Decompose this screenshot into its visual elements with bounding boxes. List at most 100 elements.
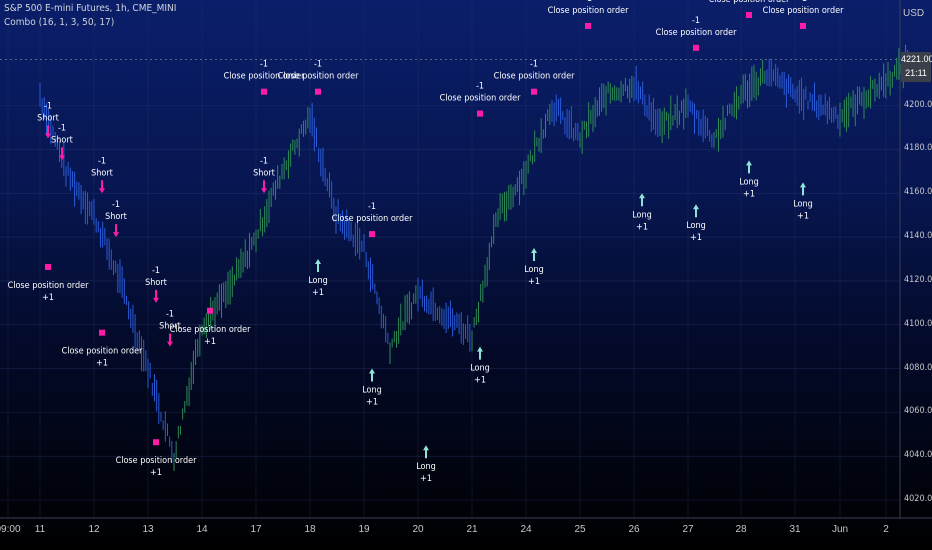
trade-marker-long[interactable]: Long +1 (793, 182, 813, 221)
trade-marker-long[interactable]: Long +1 (524, 248, 544, 287)
long-qty: +1 (528, 277, 540, 287)
trade-marker-long[interactable]: Long +1 (308, 259, 328, 298)
short-qty: -1 (166, 310, 174, 320)
chart-legend: S&P 500 E-mini Futures, 1h, CME_MINI Com… (4, 2, 176, 30)
long-label: Long (308, 276, 328, 286)
time-tick-label: 17 (250, 524, 262, 535)
last-price-value: 4221.00 (901, 53, 932, 64)
time-tick-label: 13 (142, 524, 154, 535)
short-qty: -1 (112, 200, 120, 210)
long-label: Long (470, 364, 490, 374)
close-qty: -1 (314, 60, 322, 70)
short-qty: -1 (260, 156, 268, 166)
price-bars (39, 44, 911, 471)
long-arrow-icon (693, 204, 699, 218)
trade-marker-close[interactable]: Close position order +1 (8, 263, 90, 303)
close-marker-icon (531, 88, 537, 95)
trade-marker-short[interactable]: -1 Short (105, 200, 127, 238)
trade-marker-close[interactable]: -1 Close position order (224, 60, 306, 95)
long-qty: +1 (474, 376, 486, 386)
close-marker-icon (477, 110, 483, 117)
trade-marker-short[interactable]: -1 Short (51, 123, 73, 161)
close-marker-icon (207, 307, 213, 314)
trade-marker-short[interactable]: -1 Short (253, 156, 275, 194)
long-label: Long (524, 265, 544, 275)
long-label: Long (416, 462, 436, 472)
close-marker-icon (261, 88, 267, 95)
short-arrow-icon (45, 125, 51, 139)
close-marker-icon (99, 329, 105, 336)
short-label: Short (37, 114, 59, 124)
time-tick-label: 19 (358, 524, 370, 535)
long-arrow-icon (369, 368, 375, 382)
trade-marker-short[interactable]: -1 Short (37, 102, 59, 139)
price-tick-label: 4100.00 (904, 318, 932, 329)
close-qty: -1 (476, 82, 484, 92)
trade-marker-close[interactable]: Close position order +1 (116, 439, 198, 478)
short-label: Short (51, 135, 73, 145)
trade-marker-long[interactable]: Long +1 (470, 346, 490, 386)
close-label: Close position order (116, 456, 198, 466)
trade-markers: -1Short-1Short-1Short-1Short-1Short-1Sho… (8, 0, 845, 484)
short-arrow-icon (167, 333, 173, 347)
time-axis[interactable]: 09:00 11 12 13 14 17 18 19 20 21 24 25 26 27 28 31 Jun 2 (0, 518, 900, 550)
short-qty: -1 (58, 123, 66, 133)
long-arrow-icon (639, 193, 645, 207)
time-tick-label: 2 (883, 524, 889, 535)
trade-marker-long[interactable]: Long +1 (416, 445, 436, 484)
trade-marker-short[interactable]: -1 Short (91, 156, 113, 194)
price-scale[interactable]: 4200.00 4180.00 4160.00 4140.00 4120.00 4100.… (900, 0, 932, 518)
close-qty: +1 (150, 468, 162, 478)
trade-marker-short[interactable]: -1 Short (159, 310, 181, 347)
close-qty: +1 (42, 293, 54, 303)
price-tick-label: 4180.00 (904, 143, 932, 154)
short-arrow-icon (59, 147, 65, 161)
strategy-title[interactable]: Combo (16, 1, 3, 50, 17) (4, 17, 115, 28)
close-label: Close position order (224, 72, 306, 82)
trade-marker-close[interactable]: Close position order +1 (170, 307, 252, 347)
price-tick-label: 4020.00 (904, 494, 932, 504)
short-qty: -1 (152, 266, 160, 276)
close-qty: -1 (260, 60, 268, 70)
close-qty: -1 (799, 0, 807, 4)
long-qty: +1 (366, 398, 378, 408)
close-label: Close position order (656, 28, 738, 38)
trade-marker-long[interactable]: Long +1 (739, 160, 759, 199)
close-qty: +1 (96, 359, 108, 369)
close-marker-icon (369, 231, 375, 238)
close-marker-icon (45, 263, 51, 270)
long-label: Long (362, 386, 382, 396)
short-arrow-icon (261, 180, 267, 194)
close-marker-icon (153, 439, 159, 446)
short-arrow-icon (99, 180, 105, 194)
short-qty: -1 (98, 156, 106, 166)
time-tick-label: 11 (34, 524, 46, 535)
time-tick-label: 25 (574, 524, 586, 535)
long-label: Long (739, 177, 759, 187)
long-arrow-icon (477, 346, 483, 360)
trade-marker-long[interactable]: Long +1 (362, 368, 382, 408)
trade-marker-long[interactable]: Long +1 (686, 204, 706, 243)
trade-marker-close[interactable]: Close position order +1 (62, 329, 144, 369)
trade-marker-short[interactable]: -1 Short (145, 266, 167, 303)
symbol-title[interactable]: S&P 500 E-mini Futures, 1h, CME_MINI (4, 3, 177, 14)
long-label: Long (793, 199, 813, 209)
short-label: Short (253, 168, 275, 178)
long-arrow-icon (423, 445, 429, 459)
last-price-badge: 4221.00 21:11 (901, 51, 932, 82)
trade-marker-close[interactable]: -1 Close position order (440, 82, 522, 117)
close-label: Close position order (440, 94, 522, 104)
long-qty: +1 (690, 233, 702, 243)
trade-marker-long[interactable]: Long +1 (632, 193, 652, 232)
short-arrow-icon (153, 289, 159, 303)
price-tick-label: 4060.00 (904, 406, 932, 417)
currency-label: USD (903, 8, 925, 19)
